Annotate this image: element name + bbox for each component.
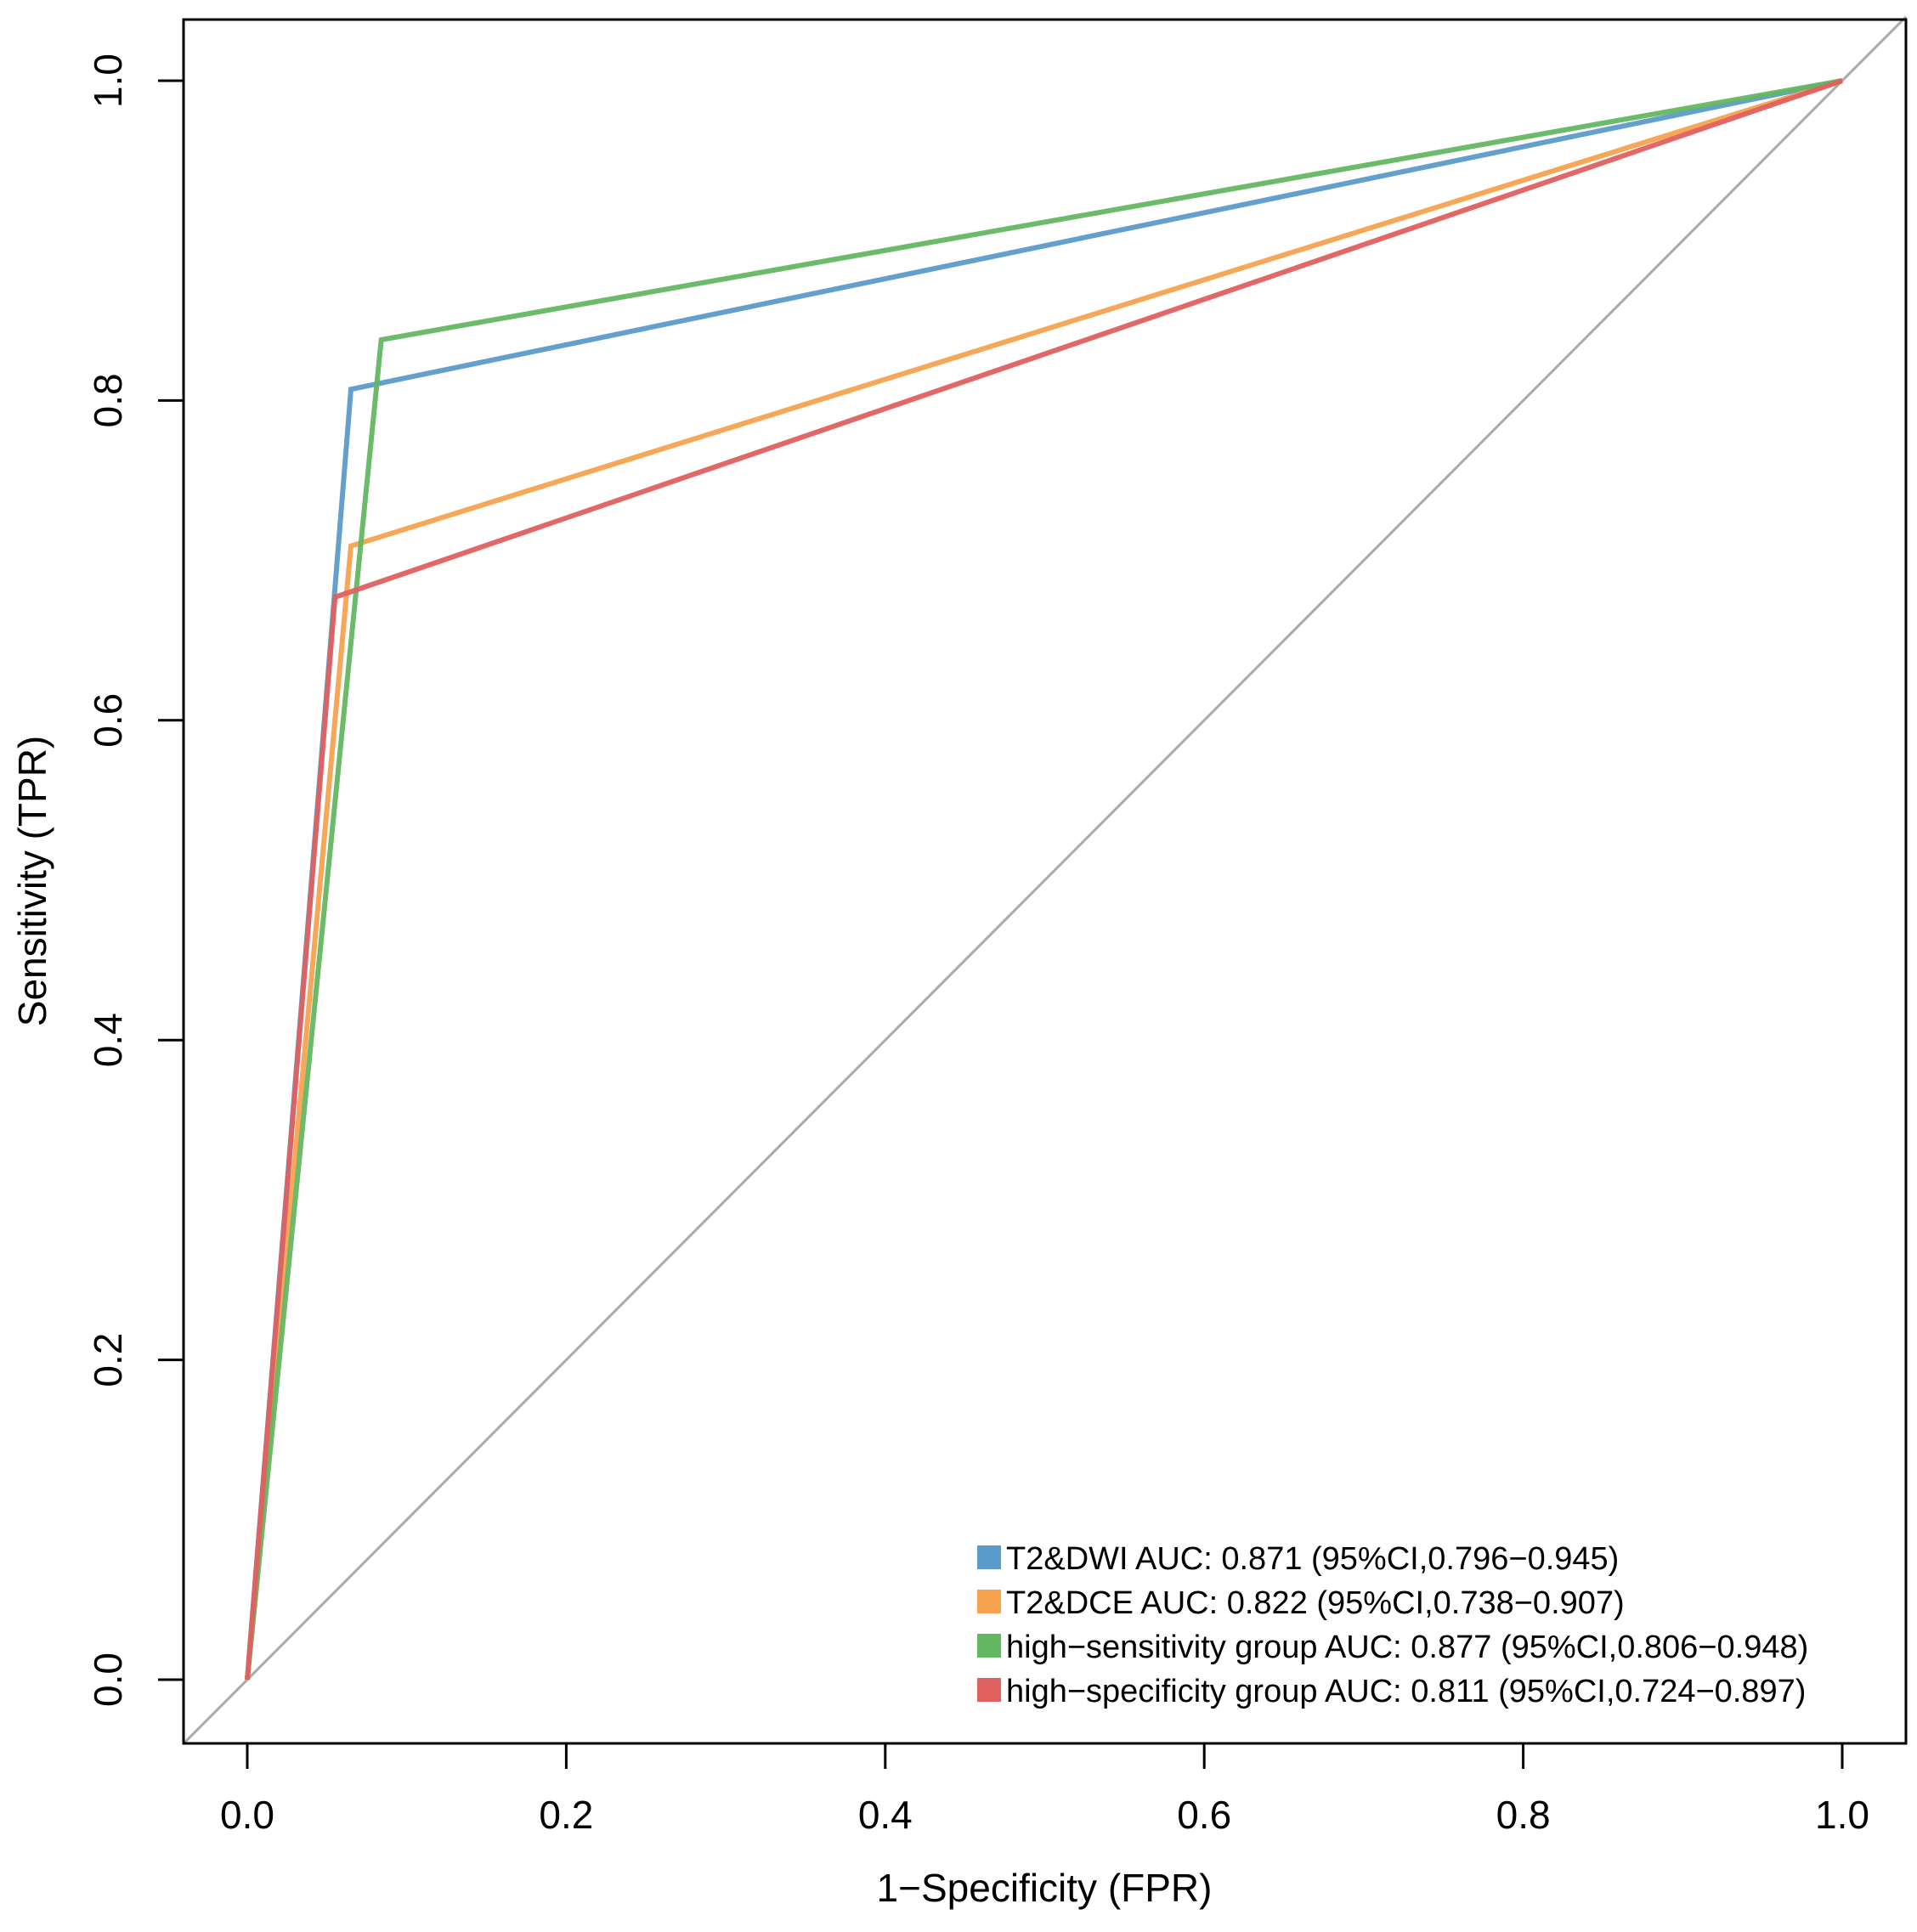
plot-frame — [182, 18, 1908, 1745]
x-tick-label: 0.4 — [858, 1793, 913, 1837]
y-tick-label: 0.6 — [86, 693, 130, 748]
legend-swatch — [977, 1678, 1001, 1702]
y-tick-label: 1.0 — [86, 54, 130, 108]
series-layer — [245, 78, 1843, 1681]
reference-diagonal-layer — [182, 15, 1908, 1745]
reference-diagonal-line — [182, 15, 1908, 1745]
roc-curve-t2-dce — [245, 78, 1843, 1681]
legend-swatch — [977, 1634, 1001, 1658]
x-tick-label: 0.8 — [1496, 1793, 1551, 1837]
y-tick-label: 0.0 — [86, 1652, 130, 1707]
x-axis-title: 1−Specificity (FPR) — [877, 1866, 1213, 1910]
roc-curve-high-specificity-group — [245, 78, 1843, 1681]
y-tick-label: 0.4 — [86, 1013, 130, 1067]
x-tick-label: 0.6 — [1177, 1793, 1231, 1837]
x-tick-label: 0.2 — [539, 1793, 593, 1837]
legend-label: T2&DWI AUC: 0.871 (95%CI,0.796−0.945) — [1006, 1541, 1619, 1577]
roc-curve-high-sensitivity-group — [245, 78, 1843, 1681]
legend-label: high−sensitivity group AUC: 0.877 (95%CI… — [1006, 1630, 1808, 1665]
y-tick-label: 0.2 — [86, 1333, 130, 1387]
y-axis: 0.0 0.2 0.4 0.6 0.8 1.0 — [86, 54, 184, 1707]
x-tick-label: 0.0 — [220, 1793, 274, 1837]
legend-swatch — [977, 1590, 1001, 1613]
x-axis: 0.0 0.2 0.4 0.6 0.8 1.0 — [220, 1743, 1869, 1837]
legend-label: T2&DCE AUC: 0.822 (95%CI,0.738−0.907) — [1006, 1585, 1625, 1621]
y-axis-title: Sensitivity (TPR) — [10, 736, 54, 1026]
legend: T2&DWI AUC: 0.871 (95%CI,0.796−0.945) T2&… — [977, 1541, 1808, 1709]
x-tick-label: 1.0 — [1815, 1793, 1869, 1837]
legend-swatch — [977, 1545, 1001, 1569]
legend-label: high−specificity group AUC: 0.811 (95%CI… — [1006, 1674, 1806, 1709]
y-tick-label: 0.8 — [86, 373, 130, 427]
